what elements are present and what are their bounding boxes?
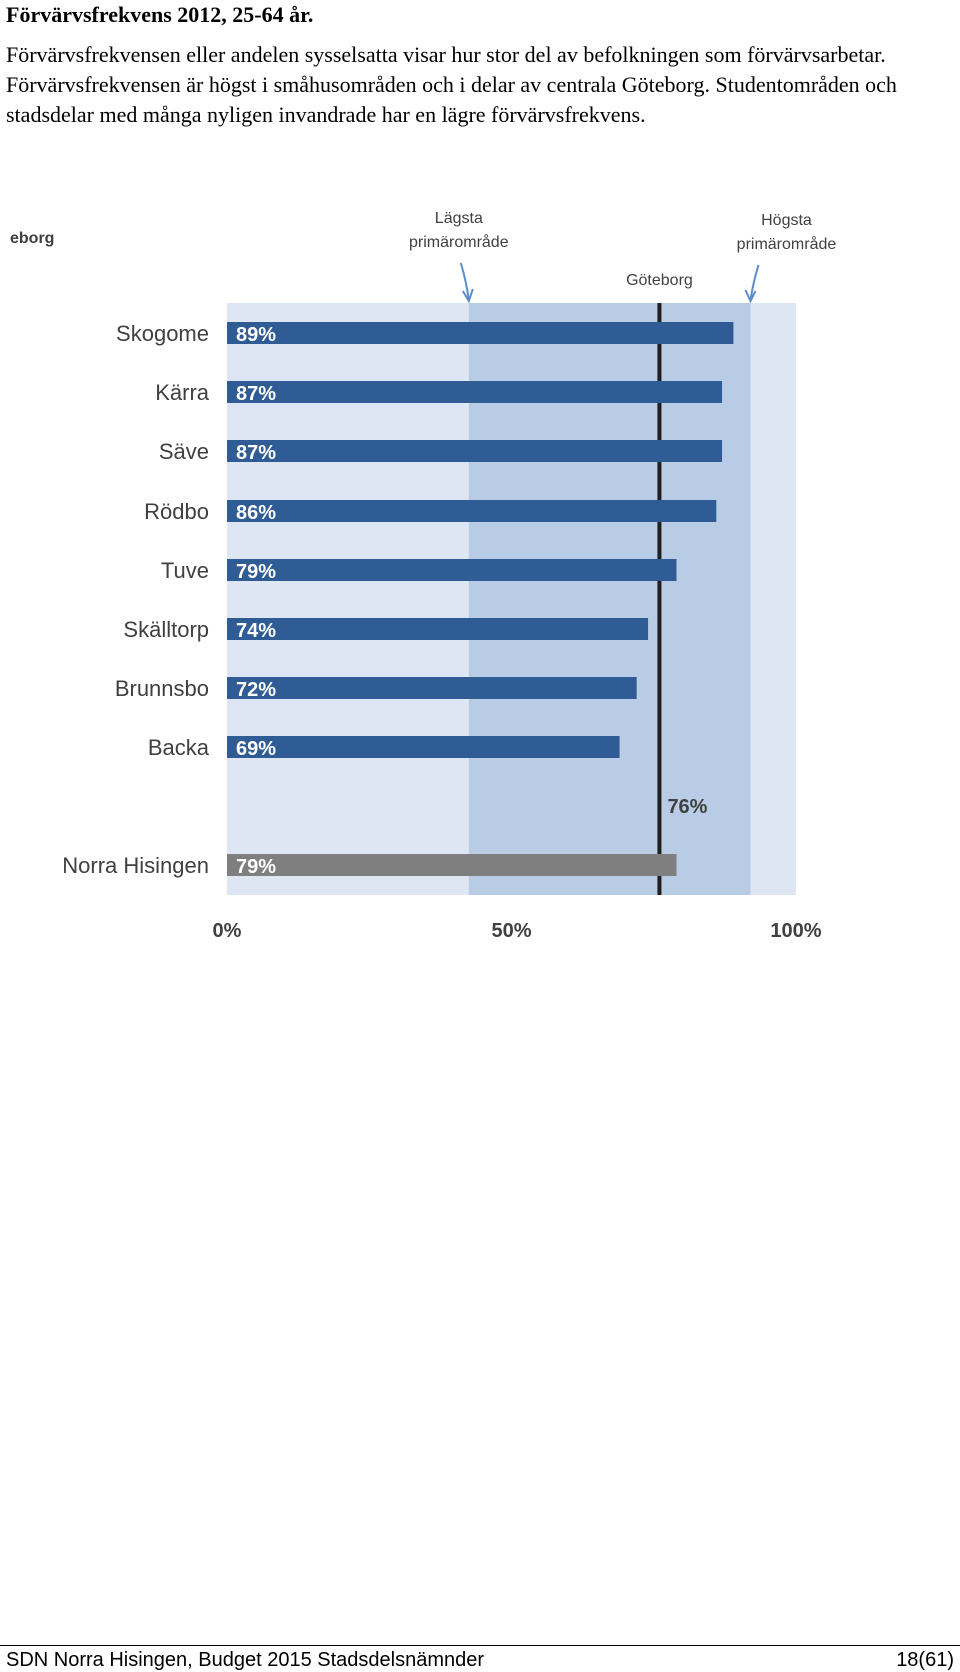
lowest-arrow-icon <box>459 262 470 302</box>
bar <box>227 500 717 522</box>
reference-line-label: Göteborg <box>626 272 693 289</box>
category-label: Norra Hisingen <box>62 853 209 878</box>
lowest-area-annotation: Lägsta <box>435 210 483 227</box>
highest-area-annotation: primärområde <box>737 235 837 253</box>
category-label: Kärra <box>155 380 210 405</box>
reference-value-label: 76% <box>667 796 707 818</box>
bar-value-label: 72% <box>236 679 276 701</box>
bar-value-label: 89% <box>236 324 276 346</box>
bar <box>227 736 620 758</box>
bar-value-label: 87% <box>236 442 276 464</box>
category-label: Skogome <box>116 321 209 346</box>
bar <box>227 381 723 403</box>
x-tick-label: 50% <box>491 920 531 942</box>
bar-value-label: 79% <box>236 561 276 583</box>
highlight-bar <box>227 854 677 876</box>
category-label: Backa <box>148 735 210 760</box>
highest-area-annotation: Högsta <box>761 212 812 229</box>
bar-value-label: 79% <box>236 856 276 878</box>
category-label: Säve <box>159 439 209 464</box>
footer-page-number: 18(61) <box>896 1649 954 1671</box>
bar <box>227 677 637 699</box>
bar <box>227 440 723 462</box>
bar-value-label: 74% <box>236 620 276 642</box>
corner-label: eborg <box>10 230 54 247</box>
bar <box>227 322 734 344</box>
bar-value-label: 87% <box>236 383 276 405</box>
bar <box>227 559 677 581</box>
x-tick-label: 0% <box>213 920 242 942</box>
category-label: Rödbo <box>144 499 209 524</box>
section-heading: Förvärvsfrekvens 2012, 25-64 år. <box>6 2 314 27</box>
highest-arrow-icon <box>749 264 760 302</box>
x-tick-label: 100% <box>770 920 821 942</box>
bar-value-label: 69% <box>236 738 276 760</box>
footer-document-title: SDN Norra Hisingen, Budget 2015 Stadsdel… <box>6 1649 485 1671</box>
bar-value-label: 86% <box>236 502 276 524</box>
bar <box>227 618 649 640</box>
category-label: Brunnsbo <box>115 676 209 701</box>
lowest-arrow-head-icon <box>461 288 474 304</box>
category-label: Skälltorp <box>123 617 209 642</box>
highest-arrow-head-icon <box>744 289 757 304</box>
body-paragraph: Förvärvsfrekvensen eller andelen syssels… <box>6 42 897 127</box>
lowest-area-annotation: primärområde <box>409 233 509 251</box>
footer-divider <box>0 1645 960 1646</box>
category-label: Tuve <box>161 558 209 583</box>
employment-rate-chart: Skogome 89% Kärra 87% Säve 87% Rödbo 86% Tuve 79%… <box>10 210 837 942</box>
